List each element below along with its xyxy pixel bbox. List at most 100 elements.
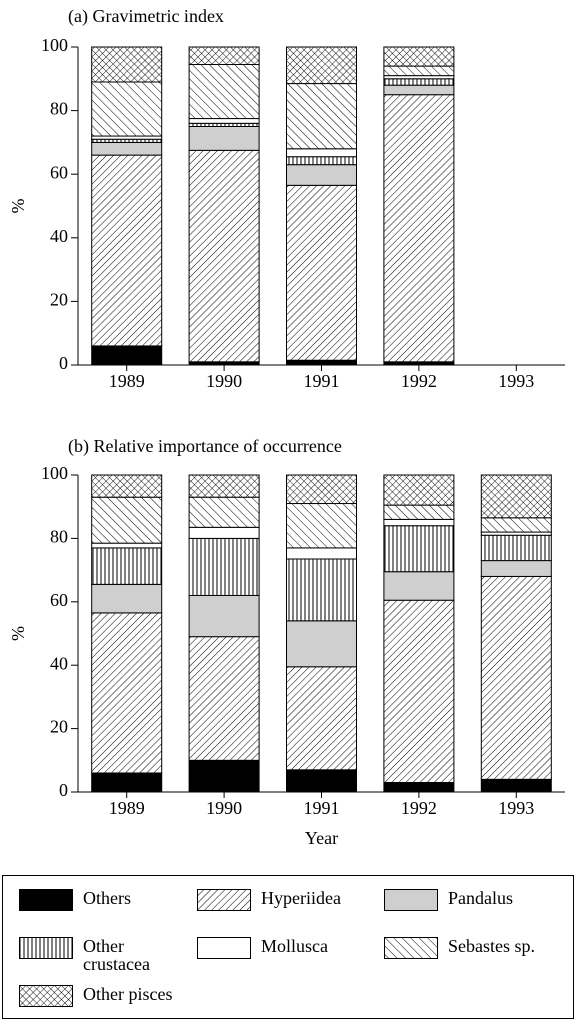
x-tick-label: 1989 (109, 798, 145, 818)
x-axis-label: Year (305, 828, 338, 848)
bar-segment (383, 518, 455, 527)
bar-segment (480, 575, 552, 780)
legend-label: Other crustacea (83, 936, 150, 974)
legend-swatch-rect (19, 985, 73, 1007)
bar-segment (188, 537, 260, 596)
bar-segment (91, 345, 163, 366)
bar-segment (188, 594, 260, 638)
chart: (a) Gravimetric index% 0 20 40 60 80 100 1989 19… (8, 6, 565, 848)
bar-segment (286, 83, 357, 150)
y-tick-label: 100 (41, 463, 68, 483)
bar-segment (286, 184, 357, 361)
legend-item: Pandalus (384, 889, 548, 911)
bar-segment (91, 612, 163, 774)
legend-swatch-rect (384, 937, 438, 959)
bar-segment (91, 583, 163, 614)
y-tick-label: 40 (50, 653, 68, 673)
bar-segment (286, 547, 357, 560)
legend-item: Other crustacea (19, 937, 183, 973)
y-axis-label: % (8, 626, 28, 641)
bar-segment (188, 46, 260, 65)
bar-segment (286, 164, 357, 186)
bar-segment (383, 65, 455, 77)
bar-segment (286, 666, 357, 771)
chart-title: (b) Relative importance of occurrence (68, 436, 342, 457)
y-tick-label: 60 (50, 162, 68, 182)
legend-item: Sebastes sp. (384, 937, 548, 959)
bar-segment (286, 503, 357, 549)
x-tick-label: 1989 (109, 371, 145, 391)
x-tick-label: 1991 (304, 798, 340, 818)
legend-label: Sebastes sp. (448, 936, 535, 956)
bar-segment (188, 63, 260, 120)
bar-segment (286, 359, 357, 366)
legend-swatch (384, 937, 438, 959)
bar-segment (480, 474, 552, 519)
y-tick-label: 80 (50, 527, 68, 547)
legend-item: Others (19, 889, 183, 911)
bar-segment (286, 148, 357, 158)
bar-segment (188, 474, 260, 498)
bar-segment (383, 525, 455, 573)
bar-segment (286, 620, 357, 668)
legend-swatch-rect (197, 937, 251, 959)
legend-item: Mollusca (197, 937, 361, 959)
legend-item: Other pisces (19, 985, 183, 1007)
bar-segment (383, 474, 455, 506)
legend-swatch (384, 889, 438, 911)
legend-label: Mollusca (261, 936, 328, 956)
bar-segment (480, 560, 552, 577)
y-tick-label: 20 (50, 717, 68, 737)
legend-swatch-rect (19, 937, 73, 959)
bar-segment (286, 46, 357, 85)
x-tick-label: 1992 (401, 371, 437, 391)
bar-segment (383, 84, 455, 96)
bar-segment (188, 149, 260, 363)
bar-segment (188, 759, 260, 793)
x-tick-label: 1990 (206, 798, 242, 818)
x-tick-label: 1993 (498, 371, 534, 391)
legend: Others Hyperiidea Pandalus Other crustacea M… (2, 875, 574, 1019)
bar-segment (188, 496, 260, 528)
bar-segment (480, 534, 552, 562)
legend-swatch (197, 889, 251, 911)
x-tick-label: 1990 (206, 371, 242, 391)
bar-segment (480, 778, 552, 793)
x-tick-label: 1992 (401, 798, 437, 818)
legend-label: Others (83, 888, 131, 908)
y-tick-label: 20 (50, 290, 68, 310)
bar-segment (91, 547, 163, 585)
chart-title: (a) Gravimetric index (68, 6, 224, 27)
legend-swatch (19, 985, 73, 1007)
bar-segment (383, 781, 455, 793)
bar-segment (383, 78, 455, 86)
legend-swatch-rect (19, 889, 73, 911)
bar-segment (91, 542, 163, 549)
bar-segment (286, 156, 357, 166)
bar-segment (91, 154, 163, 347)
y-axis-label: % (8, 199, 28, 214)
bar-segment (383, 94, 455, 363)
bar-segment (383, 504, 455, 520)
bar-segment (383, 599, 455, 783)
legend-swatch (19, 937, 73, 959)
legend-label: Hyperiidea (261, 888, 341, 908)
bar-segment (383, 571, 455, 601)
y-tick-label: 0 (59, 353, 68, 373)
bar-segment (188, 126, 260, 151)
y-tick-label: 40 (50, 226, 68, 246)
bar-segment (91, 46, 163, 83)
bar-segment (480, 517, 552, 533)
legend-item: Hyperiidea (197, 889, 361, 911)
legend-swatch (19, 889, 73, 911)
bar-segment (286, 769, 357, 793)
legend-label: Other pisces (83, 984, 173, 1004)
bar-segment (286, 474, 357, 505)
bar-segment (188, 526, 260, 539)
x-tick-label: 1991 (304, 371, 340, 391)
legend-label: Pandalus (448, 888, 513, 908)
y-tick-label: 60 (50, 590, 68, 610)
bar-segment (188, 636, 260, 761)
bar-segment (383, 46, 455, 67)
bar-segment (91, 141, 163, 156)
